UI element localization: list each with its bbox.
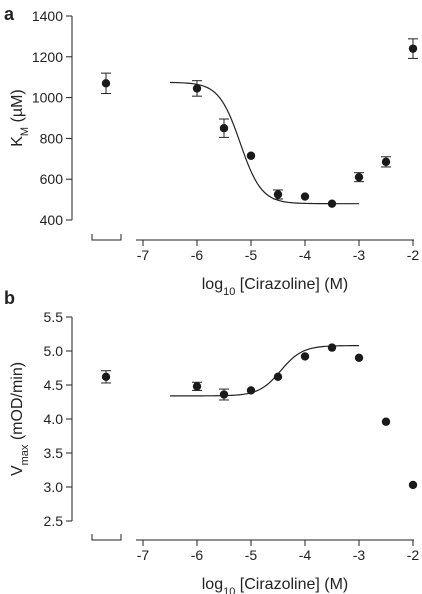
y-tick-label: 4.5 xyxy=(44,377,64,393)
y-tick-label: 600 xyxy=(40,171,64,187)
y-tick-label: 5.5 xyxy=(44,309,64,325)
data-point xyxy=(381,417,391,426)
data-point xyxy=(192,382,202,391)
y-tick-label: 5.0 xyxy=(44,343,64,359)
y-tick-label: 800 xyxy=(40,130,64,146)
x-tick-label: -6 xyxy=(191,547,204,563)
x-tick-label: -5 xyxy=(245,247,258,263)
data-point xyxy=(246,151,256,160)
data-point xyxy=(408,44,418,53)
y-axis-label: Vmax (mOD/min) xyxy=(9,362,31,476)
data-point xyxy=(273,190,283,199)
x-axis-control-segment xyxy=(91,234,122,241)
y-tick-label: 1200 xyxy=(32,49,63,65)
data-point xyxy=(219,390,229,399)
data-point xyxy=(408,480,418,490)
x-tick-label: -2 xyxy=(407,547,420,563)
panel-a: a 400 600 800 1000 1200 1400 -7 -6 -5 -4 -3 -2 log10 … xyxy=(4,4,419,298)
x-tick-label: -7 xyxy=(137,547,150,563)
x-tick-label: -2 xyxy=(407,247,420,263)
x-tick-label: -6 xyxy=(191,247,204,263)
x-axis-control-segment xyxy=(91,534,122,541)
data-point xyxy=(327,199,337,208)
panel-letter: b xyxy=(4,288,15,308)
fit-curve xyxy=(169,81,359,205)
y-tick-label: 4.0 xyxy=(44,411,64,427)
data-point xyxy=(219,124,229,133)
panel-letter: a xyxy=(4,4,15,24)
x-tick-label: -5 xyxy=(245,547,258,563)
data-point xyxy=(381,157,391,167)
y-axis-label: KM (µM) xyxy=(9,89,31,147)
x-tick-label: -3 xyxy=(353,247,366,263)
control-data-point xyxy=(101,79,111,88)
x-tick-label: -7 xyxy=(137,247,150,263)
data-point xyxy=(354,172,364,182)
x-axis-label: log10 [Cirazoline] (M) xyxy=(202,276,349,298)
data-point xyxy=(246,386,256,395)
y-tick-label: 400 xyxy=(40,212,64,228)
data-point xyxy=(300,352,310,361)
y-tick-label: 2.5 xyxy=(44,513,64,529)
panel-b: b 2.5 3.0 3.5 4.0 4.5 5.0 5.5 -7 -6 -5 -4 -3 -2 log10 … xyxy=(4,288,419,594)
x-tick-label: -4 xyxy=(299,247,312,263)
y-tick-label: 1000 xyxy=(32,90,63,106)
fit-curve xyxy=(170,345,360,397)
x-tick-label: -4 xyxy=(299,547,312,563)
data-point xyxy=(192,84,202,93)
data-point xyxy=(273,372,283,382)
y-tick-label: 1400 xyxy=(32,8,63,24)
y-tick-label: 3.0 xyxy=(44,479,64,495)
x-axis-label: log10 [Cirazoline] (M) xyxy=(202,576,349,594)
data-point xyxy=(300,192,310,201)
data-point xyxy=(354,353,364,362)
control-data-point xyxy=(101,372,111,382)
data-point xyxy=(327,343,337,352)
x-tick-label: -3 xyxy=(353,547,366,563)
y-tick-label: 3.5 xyxy=(44,445,64,461)
